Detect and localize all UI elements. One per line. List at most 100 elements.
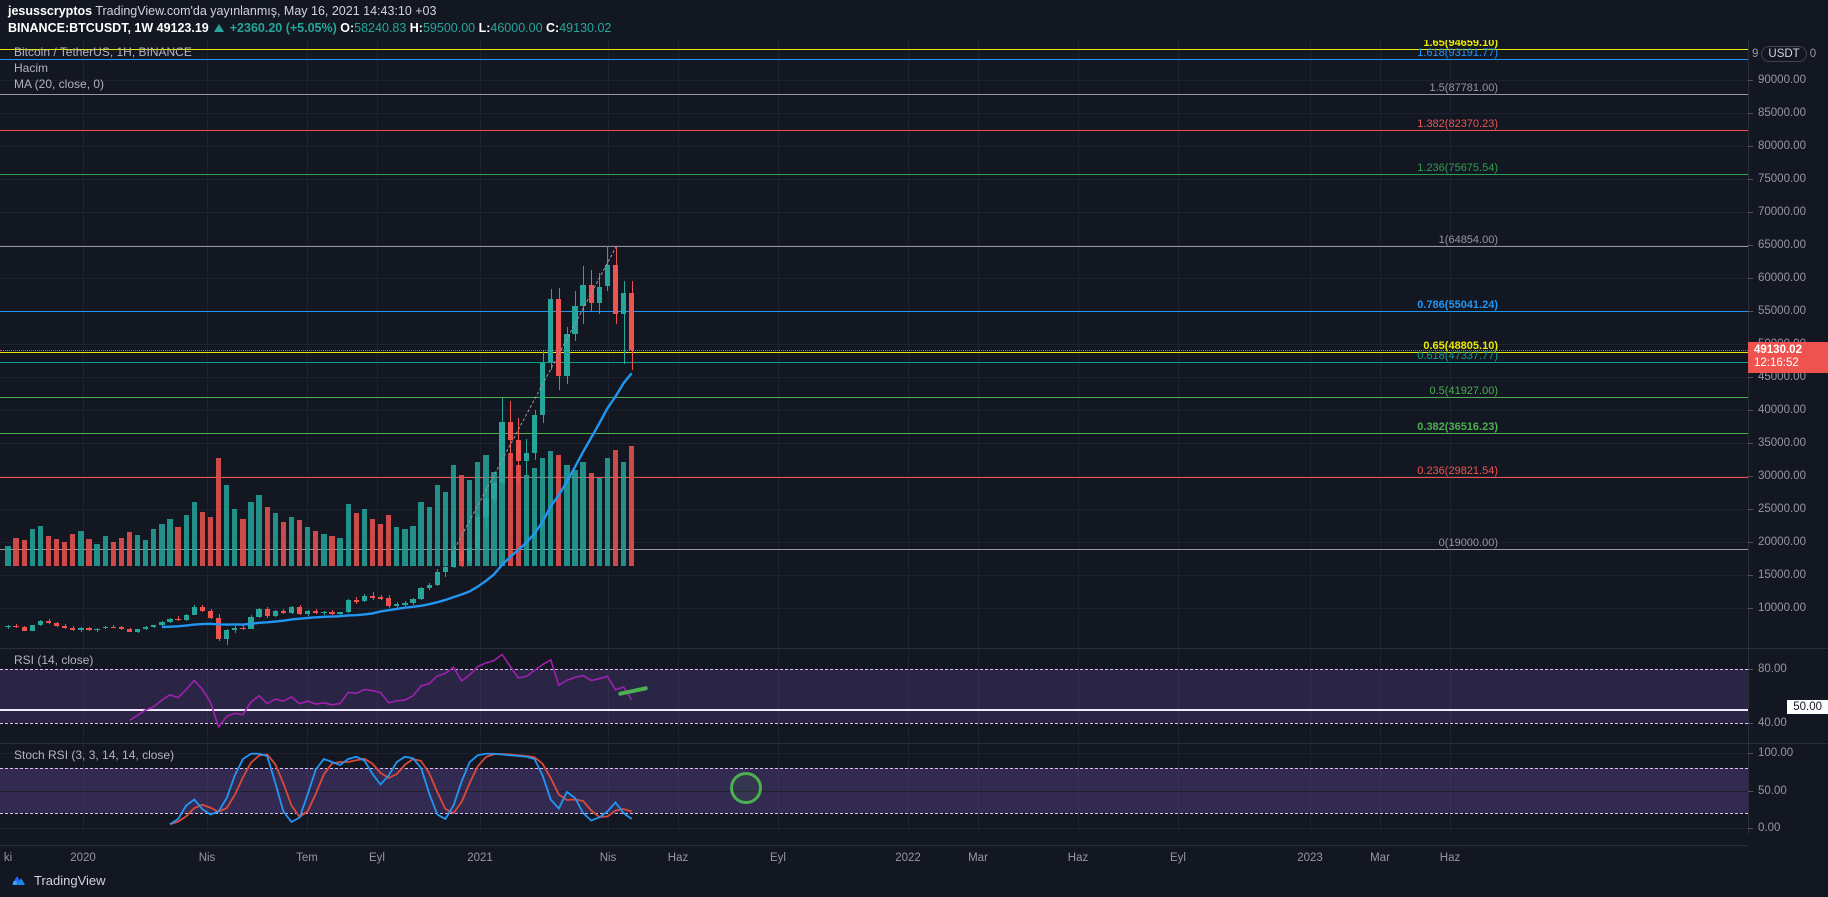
fib-level-label[interactable]: 0.786(55041.24) [1417,298,1498,311]
price-axis[interactable]: 90000.00 85000.00 80000.00 75000.00 70000.00… [1748,40,1828,648]
stoch-rsi-axis[interactable]: 100.00 50.00 0.00 [1748,744,1828,834]
candlestick[interactable] [548,299,554,363]
symbol-label[interactable]: BINANCE:BTCUSDT, 1W [8,21,154,35]
candlestick[interactable] [94,628,100,631]
candlestick[interactable] [556,299,562,376]
price-pane[interactable]: 1.65(94659.10) 1.618(93191.77) 1.5(87781.0… [0,40,1828,648]
candlestick[interactable] [256,609,262,617]
candlestick[interactable] [507,421,513,441]
candlestick[interactable] [418,587,424,600]
legend-rsi[interactable]: RSI (14, close) [14,653,94,667]
candlestick[interactable] [110,626,116,629]
candlestick[interactable] [264,609,270,617]
fib-level-label[interactable]: 0.65(48805.10) [1423,339,1498,352]
rsi-axis[interactable]: 80.00 40.00 50.00 [1748,649,1828,743]
legend-ma[interactable]: MA (20, close, 0) [14,77,105,91]
fib-level-label[interactable]: 0.5(41927.00) [1429,385,1499,398]
candlestick[interactable] [564,334,570,376]
candlestick[interactable] [199,606,206,611]
candlestick[interactable] [394,603,400,606]
candlestick[interactable] [458,550,465,562]
candlestick[interactable] [5,625,11,628]
candlestick[interactable] [240,627,246,629]
candlestick[interactable] [159,621,165,626]
candlestick[interactable] [531,415,538,454]
candlestick[interactable] [305,610,311,614]
candlestick[interactable] [345,600,351,613]
candlestick[interactable] [62,626,68,628]
candlestick[interactable] [337,612,343,614]
fib-level-label[interactable]: 1.618(93191.77) [1417,46,1498,59]
candlestick[interactable] [596,286,602,304]
candlestick[interactable] [329,611,335,614]
candlestick[interactable] [612,264,619,315]
candlestick[interactable] [53,622,60,627]
candlestick[interactable] [167,618,173,622]
rsi-pane[interactable]: 80.00 40.00 50.00 RSI (14, close) [0,649,1828,743]
candlestick[interactable] [118,627,125,630]
candlestick[interactable] [288,607,295,613]
fib-level-label[interactable]: 0.236(29821.54) [1417,465,1498,478]
candlestick[interactable] [175,618,181,621]
candlestick[interactable] [321,611,327,614]
candlestick[interactable] [207,610,214,618]
fib-level-label[interactable]: 0(19000.00) [1438,536,1498,549]
candlestick[interactable] [361,596,368,602]
candlestick[interactable] [515,440,521,461]
candlestick[interactable] [21,626,27,631]
unit-badge[interactable]: USDT [1761,46,1807,62]
candlestick[interactable] [183,614,189,620]
price-plot[interactable]: 1.65(94659.10) 1.618(93191.77) 1.5(87781.0… [0,40,1748,648]
author-name[interactable]: jesusscryptos [8,4,93,18]
candlestick[interactable] [369,596,376,598]
candlestick[interactable] [313,610,319,614]
candlestick[interactable] [483,499,489,518]
candlestick[interactable] [620,293,627,315]
candlestick[interactable] [151,625,157,627]
fib-level-label[interactable]: 1.382(82370.23) [1417,118,1498,131]
candlestick[interactable] [410,599,416,604]
candlestick[interactable] [572,305,578,335]
candlestick[interactable] [224,630,230,639]
candlestick[interactable] [386,598,392,606]
candlestick[interactable] [434,572,440,585]
fib-level-label[interactable]: 1.5(87781.00) [1429,82,1499,95]
candlestick[interactable] [353,600,359,602]
candlestick[interactable] [191,606,197,615]
fib-level-label[interactable]: 1.236(75675.54) [1417,162,1498,175]
candlestick[interactable] [499,421,505,483]
candlestick[interactable] [296,607,303,614]
candlestick[interactable] [523,453,530,461]
candlestick[interactable] [580,285,586,306]
fib-level-label[interactable]: 0.618(47337.77) [1417,349,1498,362]
candlestick[interactable] [126,629,133,632]
rsi-plot[interactable] [0,649,1748,743]
candlestick[interactable] [70,627,76,630]
candlestick[interactable] [475,517,481,548]
candlestick[interactable] [377,597,384,599]
legend-stoch-rsi[interactable]: Stoch RSI (3, 3, 14, 14, close) [14,748,175,762]
candlestick[interactable] [604,264,611,287]
current-price-badge[interactable]: 49130.02 12:16:52 [1748,341,1828,373]
candlestick[interactable] [232,627,238,631]
candlestick[interactable] [143,626,149,630]
candlestick[interactable] [45,621,52,623]
candlestick[interactable] [491,482,497,500]
candlestick[interactable] [402,603,408,605]
candlestick[interactable] [215,617,222,639]
stoch-rsi-pane[interactable]: 100.00 50.00 0.00 Stoch RSI (3, 3, 14, 14,… [0,744,1828,834]
candlestick[interactable] [272,610,278,617]
candlestick[interactable] [467,547,473,562]
candlestick[interactable] [134,629,141,632]
fib-level-label[interactable]: 1.65(94659.10) [1423,40,1498,49]
price-axis-unit[interactable]: 9 USDT 0 [1752,46,1816,62]
candlestick[interactable] [29,625,35,631]
candlestick[interactable] [426,584,432,588]
fib-level-label[interactable]: 0.382(36516.23) [1417,421,1498,434]
candlestick[interactable] [78,627,84,630]
candlestick[interactable] [37,621,44,626]
candlestick[interactable] [102,626,108,629]
legend-volume[interactable]: Hacim [14,61,49,75]
rsi-value-badge[interactable]: 50.00 [1787,700,1828,715]
candlestick[interactable] [86,627,92,631]
